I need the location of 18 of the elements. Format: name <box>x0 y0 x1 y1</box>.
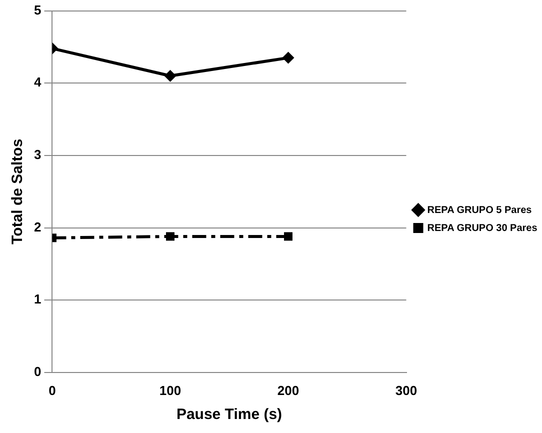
y-tick-label: 0 <box>34 364 42 379</box>
y-tick-label: 1 <box>34 292 42 307</box>
y-tick-label: 5 <box>34 2 42 18</box>
y-tick-label: 2 <box>34 219 42 234</box>
y-tick-label: 3 <box>34 147 42 162</box>
x-tick-label: 100 <box>159 382 182 398</box>
point <box>166 232 174 241</box>
point <box>164 70 176 82</box>
y-tick-label: 4 <box>34 74 42 90</box>
point <box>284 232 292 241</box>
y-axis-title: Total de Saltos <box>9 138 26 244</box>
x-axis-title: Pause Time (s) <box>176 406 282 424</box>
x-tick-label: 200 <box>277 382 300 398</box>
legend-label: REPA GRUPO 5 Pares <box>427 204 532 216</box>
legend-label: REPA GRUPO 30 Pares <box>427 222 538 234</box>
x-tick-label: 0 <box>48 382 56 398</box>
x-tick-label: 300 <box>395 382 418 398</box>
point <box>282 52 294 64</box>
